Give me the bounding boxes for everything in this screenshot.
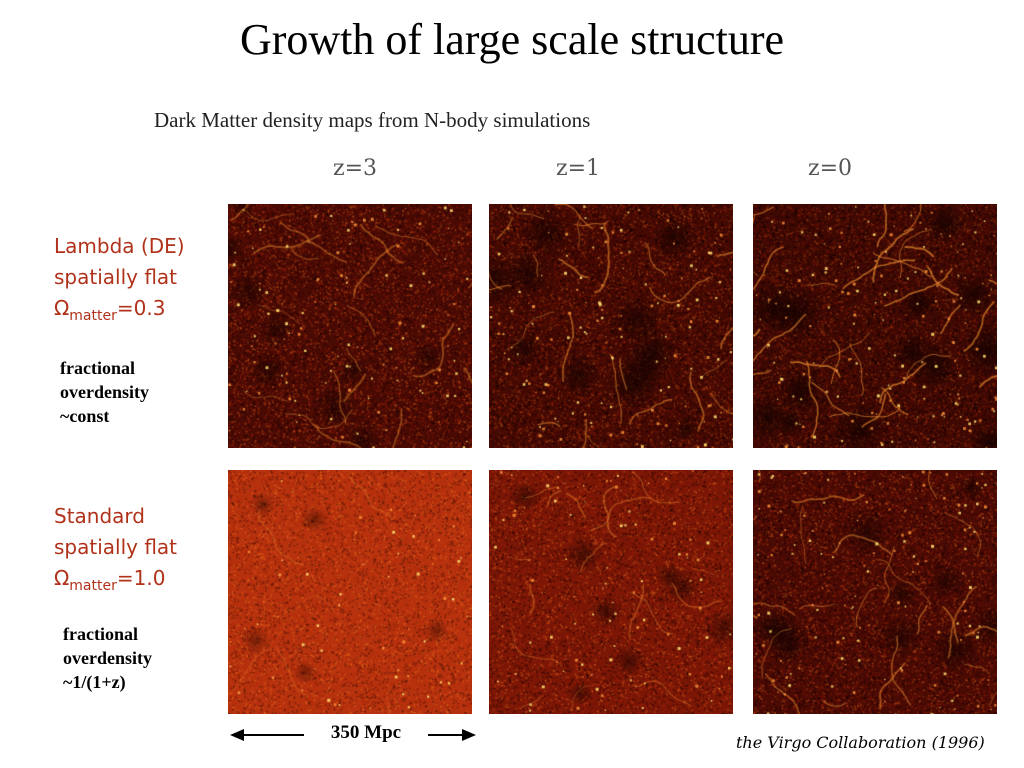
omega-symbol: Ω: [54, 566, 70, 590]
note-line: overdensity: [60, 382, 149, 402]
density-map-lambda-z3: [228, 204, 472, 448]
omega-symbol: Ω: [54, 296, 70, 320]
note-line: ~const: [60, 406, 110, 426]
omega-matter: Ωmatter=1.0: [54, 563, 177, 602]
note-line: ~1/(1+z): [63, 672, 126, 692]
redshift-label-z3: z=3: [332, 156, 378, 181]
credit-text: the Virgo Collaboration (1996): [736, 733, 985, 752]
note-line: fractional: [63, 624, 138, 644]
redshift-label-z0: z=0: [807, 156, 853, 181]
growth-note-standard: fractional overdensity ~1/(1+z): [63, 622, 152, 694]
density-map-standard-z3: [228, 470, 472, 714]
omega-value: =0.3: [116, 296, 166, 320]
omega-subscript: matter: [69, 578, 117, 594]
density-map-standard-z0: [753, 470, 997, 714]
page-title: Growth of large scale structure: [239, 15, 785, 64]
density-map-standard-z1: [489, 470, 733, 714]
model-geometry: spatially flat: [54, 265, 178, 289]
density-map-lambda-z1: [489, 204, 733, 448]
model-name: Lambda (DE): [54, 234, 185, 258]
model-geometry: spatially flat: [54, 535, 178, 559]
omega-subscript: matter: [69, 308, 117, 324]
note-line: overdensity: [63, 648, 152, 668]
density-map-lambda-z0: [753, 204, 997, 448]
redshift-label-z1: z=1: [555, 156, 601, 181]
omega-matter: Ωmatter=0.3: [54, 293, 185, 332]
growth-note-lambda: fractional overdensity ~const: [60, 356, 149, 428]
scale-bar-label: 350 Mpc: [304, 722, 428, 744]
omega-value: =1.0: [116, 566, 166, 590]
subtitle: Dark Matter density maps from N-body sim…: [154, 108, 591, 132]
model-label-standard: Standard spatially flat Ωmatter=1.0: [54, 501, 177, 602]
model-label-lambda: Lambda (DE) spatially flat Ωmatter=0.3: [54, 231, 185, 332]
model-name: Standard: [54, 504, 145, 528]
note-line: fractional: [60, 358, 135, 378]
